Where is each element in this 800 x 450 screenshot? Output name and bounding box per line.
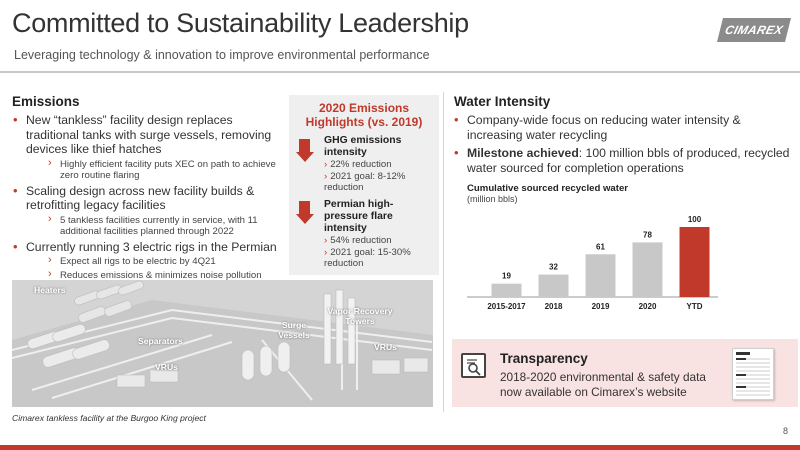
emissions-bullet-list: New “tankless” facility design replaces … [12, 113, 284, 283]
surge-vessels-label: Surge Vessels [278, 320, 310, 340]
chart-category-label: 2015-2017 [487, 302, 526, 311]
chart-title: Cumulative sourced recycled water [467, 183, 629, 194]
emissions-bullet: New “tankless” facility design replaces … [12, 113, 284, 157]
chart-subtitle: (million bbls) [467, 194, 518, 204]
down-arrow-icon [295, 201, 314, 224]
transparency-box: Transparency 2018-2020 environmental & s… [452, 339, 798, 407]
chart-category-label: 2020 [639, 302, 657, 311]
slide-title: Committed to Sustainability Leadership [12, 8, 469, 38]
water-bullet-milestone: Milestone achieved: 100 million bbls of … [453, 146, 793, 175]
vapor-recovery-towers-label: Vapor Recovery Towers [327, 306, 393, 326]
separators-label: Separators [138, 336, 183, 346]
highlight-ghg-sub: › 22% reduction [324, 159, 392, 170]
water-heading: Water Intensity [454, 94, 551, 109]
facility-illustration [12, 280, 433, 407]
recycled-water-bar-chart: 19 2015-2017 32 2018 61 2019 78 2020 100 YTD [467, 215, 718, 311]
emissions-highlights-box: 2020 Emissions Highlights (vs. 2019) GHG… [289, 95, 439, 275]
emissions-sub-bullet: Expect all rigs to be electric by 4Q21 [12, 255, 284, 268]
highlights-title: 2020 Emissions Highlights (vs. 2019) [289, 101, 439, 129]
data-table-thumbnail [732, 348, 774, 400]
water-bullet-list: Company-wide focus on reducing water int… [453, 113, 793, 177]
column-divider [443, 92, 444, 412]
highlight-flare-sub: › 54% reduction [324, 235, 392, 246]
milestone-text: : 100 million bbls of produced, recycled… [467, 146, 790, 175]
document-magnifier-icon [461, 353, 486, 378]
chart-value-label: 100 [688, 215, 702, 224]
chart-bar-2018 [538, 274, 569, 297]
emissions-heading: Emissions [12, 94, 80, 109]
highlight-flare-goal: › 2021 goal: 15-30% reduction [324, 247, 411, 269]
chart-category-label: 2019 [592, 302, 610, 311]
highlight-flare-title: Permian high-pressure flare intensity [324, 199, 394, 234]
page-number: 8 [782, 426, 788, 436]
vrus-right-label: VRUs [374, 342, 397, 352]
photo-caption: Cimarex tankless facility at the Burgoo … [12, 413, 206, 423]
emissions-sub-bullet: Reduces emissions & minimizes noise poll… [12, 269, 284, 282]
chart-value-label: 78 [643, 230, 652, 239]
header-divider [0, 71, 800, 73]
chart-bar-2019 [585, 254, 616, 297]
highlight-ghg-title: GHG emissions intensity [324, 135, 402, 158]
emissions-bullet: Scaling design across new facility build… [12, 184, 284, 213]
transparency-body: 2018-2020 environmental & safety data no… [500, 370, 706, 399]
chart-value-label: 19 [502, 272, 511, 281]
transparency-title: Transparency [500, 351, 588, 366]
slide-subtitle: Leveraging technology & innovation to im… [14, 48, 430, 62]
highlights-title-line2: Highlights (vs. 2019) [305, 115, 423, 129]
chart-value-label: 32 [549, 263, 558, 272]
emissions-sub-bullet: Highly efficient facility puts XEC on pa… [12, 158, 284, 182]
chart-value-label: 61 [596, 242, 605, 251]
highlight-ghg-goal: › 2021 goal: 8-12% reduction [324, 171, 406, 193]
vrus-left-label: VRUs [155, 362, 178, 372]
chart-bar-2015-2017 [491, 283, 522, 297]
down-arrow-icon [295, 139, 314, 162]
milestone-label: Milestone achieved [467, 146, 579, 160]
emissions-bullet: Currently running 3 electric rigs in the… [12, 240, 284, 255]
chart-bar-ytd [679, 227, 710, 297]
chart-category-label: 2018 [545, 302, 563, 311]
heaters-label: Heaters [34, 285, 66, 295]
chart-bar-2020 [632, 242, 663, 297]
company-logo: CIMAREX [717, 18, 791, 42]
water-bullet: Company-wide focus on reducing water int… [453, 113, 793, 142]
facility-photo: Heaters Separators Surge Vessels Vapor R… [12, 280, 433, 407]
emissions-sub-bullet: 5 tankless facilities currently in servi… [12, 214, 284, 238]
footer-accent-bar [0, 445, 800, 450]
chart-category-label: YTD [687, 302, 703, 311]
highlights-title-line1: 2020 Emissions [318, 101, 410, 115]
